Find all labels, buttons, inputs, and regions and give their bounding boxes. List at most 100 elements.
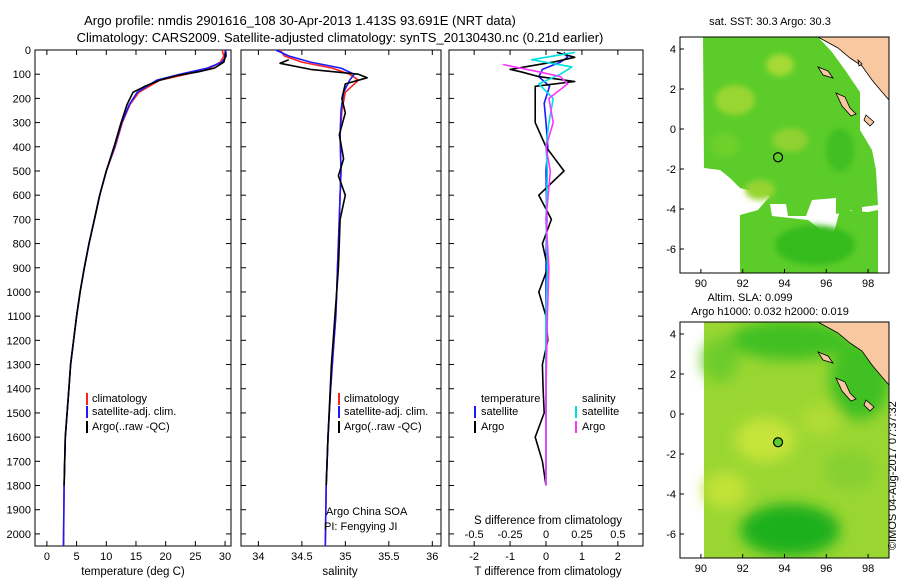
sst-warm-patch [772,128,808,152]
series-line-satellite-adj-clim- [62,49,227,547]
lat-tick-label: -6 [666,244,676,256]
legend-label-argo: Argo(..raw -QC) [92,421,170,433]
sla-map-panel: Altim. SLA: 0.099 Argo h1000: 0.032 h200… [666,292,890,575]
lat-tick-label: -4 [666,204,676,216]
y-tick-label: 1200 [7,335,31,347]
argo-location-marker [772,152,784,163]
lon-tick-label: 96 [820,563,832,575]
sla-low-patch [740,504,840,556]
y-tick-label: 200 [13,93,31,105]
temperature-axes-frame [34,49,232,547]
island-outline [863,399,875,412]
legend-label-t-argo: Argo [481,421,504,433]
series-line-t-satellite [537,51,569,486]
sst-cool-patch [826,128,854,172]
lon-tick-label: 94 [778,563,790,575]
temperature-panel: 0 5 10 15 20 25 300100200300400500600700800900… [7,45,232,578]
y-tick-label: 0 [25,45,31,57]
y-tick-label: 500 [13,166,31,178]
temperature-ticks: 0 5 10 15 20 25 300100200300400500600700800900… [7,45,232,563]
sla-patches [702,322,889,556]
lat-tick-label: 0 [670,124,676,136]
legend-label-satellite: satellite-adj. clim. [92,406,176,418]
lat-tick-label: 0 [670,409,676,421]
salinity-ticks: 34 34.5 35 35.5 36 [241,49,441,563]
x-tick-label: 36 [426,551,438,563]
s-tick-label: -0.25 [498,529,523,541]
x-tick-label: 5 [74,551,80,563]
x-tick-label: 0 [44,551,50,563]
sst-warm-patch [766,54,794,76]
sst-patches [711,54,855,265]
x-tick-label: 25 [189,551,201,563]
x-tick-label: 0 [543,551,549,563]
sst-mid-patch [711,133,739,157]
lat-tick-label: -6 [666,529,676,541]
y-tick-label: 2000 [7,529,31,541]
series-line-t-argo [509,51,576,486]
legend-label-climatology: climatology [344,393,400,405]
sla-high-patch [800,404,840,436]
y-tick-label: 1600 [7,432,31,444]
island-outline [835,377,857,402]
temperature-legend: climatology satellite-adj. clim. Argo(..… [86,393,176,433]
x-tick-label: -2 [469,551,479,563]
lon-tick-label: 94 [778,278,790,290]
x-tick-label: 15 [130,551,142,563]
lat-tick-label: 2 [670,369,676,381]
sla-map-ticks: 90 92 94 96 98 4 2 0 -2 -4 -6 [666,329,874,575]
x-tick-label: 2 [615,551,621,563]
sst-cool-patch [775,225,855,265]
y-tick-label: 1500 [7,408,31,420]
lat-tick-label: -2 [666,164,676,176]
salinity-legend: climatology satellite-adj. clim. Argo(..… [338,393,428,433]
x-tick-label: 30 [219,551,231,563]
salinity-panel: 34 34.5 35 35.5 36 salinity climatology sate… [240,49,442,578]
sst-warm-patch [715,85,755,115]
y-tick-label: 100 [13,69,31,81]
difference-panel: -2 -1 0 1 2 -0.5 -0.25 0 0.25 0.5 S difference fr… [448,49,644,578]
lat-tick-label: -4 [666,489,676,501]
y-tick-label: 300 [13,118,31,130]
figure-title-line1: Argo profile: nmdis 2901616_108 30-Apr-2… [84,13,516,28]
y-tick-label: 1800 [7,481,31,493]
sla-map-field [680,322,889,558]
y-tick-label: 400 [13,142,31,154]
lat-tick-label: -2 [666,449,676,461]
legend-label-climatology: climatology [92,393,148,405]
salinity-xlabel: salinity [322,566,357,578]
legend-label-satellite: satellite-adj. clim. [344,406,428,418]
difference-ticks: -2 -1 0 1 2 -0.5 -0.25 0 0.25 0.5 [449,49,643,563]
y-tick-label: 1900 [7,505,31,517]
legend-label-s-satellite: satellite [582,406,619,418]
difference-legend: temperature satellite Argo salinity sate… [474,393,619,433]
s-tick-label: 0.25 [571,529,592,541]
y-tick-label: 700 [13,214,31,226]
sst-warm-patch [745,180,775,200]
sla-high-patch [703,472,747,508]
sla-map-subtitle: Argo h1000: 0.032 h2000: 0.019 [691,306,849,318]
series-line-s-argo [502,63,569,486]
temperature-xlabel: temperature (deg C) [81,566,185,578]
argo-location-marker [772,437,784,448]
difference-series [502,51,576,486]
figure-title-line2: Climatology: CARS2009. Satellite-adjuste… [77,30,604,45]
float-owner-annotation: Argo China SOA [326,506,408,518]
x-tick-label: 35 [339,551,351,563]
y-tick-label: 1000 [7,287,31,299]
sla-low-patch [702,338,738,382]
y-tick-label: 900 [13,263,31,275]
lon-tick-label: 90 [695,278,707,290]
legend-title-temperature: temperature [481,393,540,405]
temperature-series [62,49,227,547]
lon-tick-label: 92 [737,563,749,575]
island-outline [863,114,875,127]
lat-tick-label: 4 [670,44,676,56]
sst-map-title: sat. SST: 30.3 Argo: 30.3 [709,16,831,28]
sst-map-field [680,37,889,273]
y-tick-label: 1300 [7,360,31,372]
x-tick-label: 35.5 [378,551,399,563]
s-tick-label: -0.5 [465,529,484,541]
legend-label-argo: Argo(..raw -QC) [344,421,422,433]
series-line-s-satellite [530,51,575,486]
